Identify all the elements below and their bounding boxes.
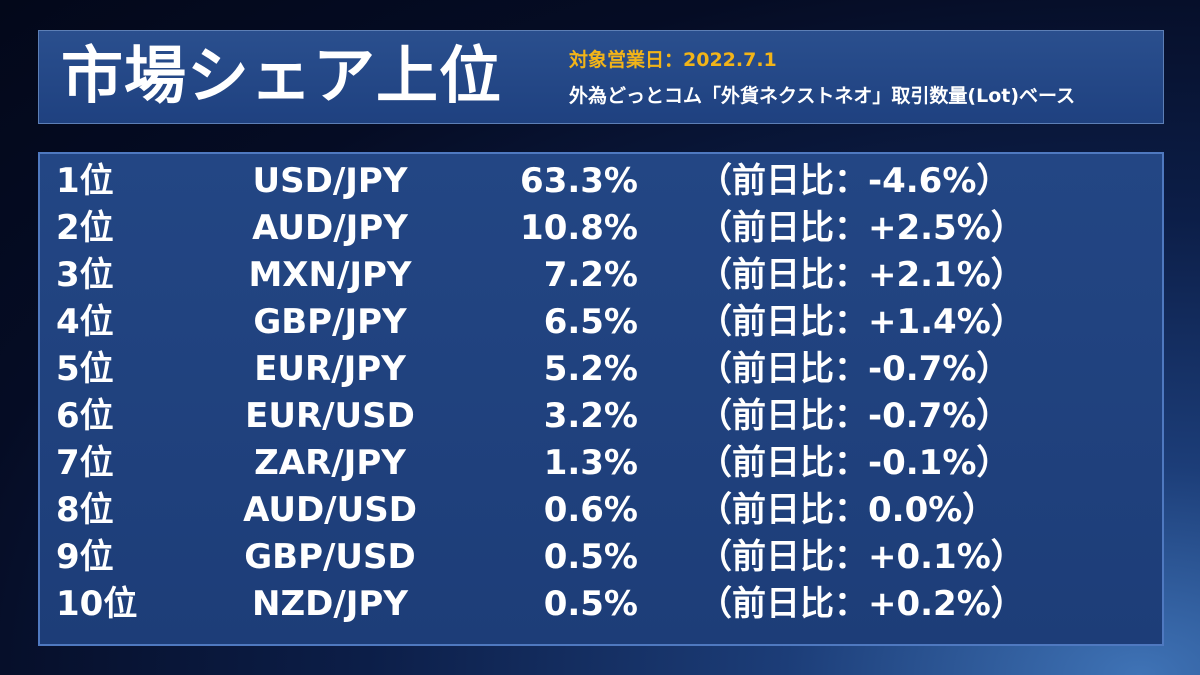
target-business-date: 対象営業日：2022.7.1 — [569, 49, 777, 71]
currency-pair-cell: EUR/USD — [245, 396, 415, 436]
currency-pair-cell: AUD/USD — [243, 490, 417, 530]
currency-pair-cell: MXN/JPY — [248, 255, 412, 295]
rank-cell: 1位 — [56, 161, 114, 201]
day-change-cell: （前日比：-0.7%） — [698, 349, 1011, 389]
table-row: 5位 EUR/JPY 5.2% （前日比：-0.7%） — [40, 346, 1162, 393]
rank-cell: 3位 — [56, 255, 114, 295]
day-change-cell: （前日比：+2.5%） — [698, 208, 1025, 248]
currency-pair-cell: ZAR/JPY — [254, 443, 406, 483]
market-share-cell: 7.2% — [543, 255, 638, 295]
currency-pair-cell: USD/JPY — [252, 161, 408, 201]
table-row: 9位 GBP/USD 0.5% （前日比：+0.1%） — [40, 534, 1162, 581]
data-basis-note: 外為どっとコム「外貨ネクストネオ」取引数量(Lot)ベース — [569, 85, 1076, 107]
table-row: 10位 NZD/JPY 0.5% （前日比：+0.2%） — [40, 581, 1162, 628]
rank-cell: 8位 — [56, 490, 114, 530]
rank-cell: 2位 — [56, 208, 114, 248]
table-row: 6位 EUR/USD 3.2% （前日比：-0.7%） — [40, 393, 1162, 440]
rank-cell: 7位 — [56, 443, 114, 483]
day-change-cell: （前日比：0.0%） — [698, 490, 997, 530]
title-banner: 市場シェア上位 対象営業日：2022.7.1 外為どっとコム「外貨ネクストネオ」… — [38, 30, 1164, 124]
rank-cell: 5位 — [56, 349, 114, 389]
day-change-cell: （前日比：+2.1%） — [698, 255, 1025, 295]
market-share-cell: 6.5% — [543, 302, 638, 342]
market-share-cell: 3.2% — [543, 396, 638, 436]
rank-cell: 9位 — [56, 537, 114, 577]
market-share-cell: 63.3% — [520, 161, 638, 201]
ranking-table: 1位 USD/JPY 63.3% （前日比：-4.6%） 2位 AUD/JPY … — [38, 152, 1164, 646]
day-change-cell: （前日比：-4.6%） — [698, 161, 1011, 201]
currency-pair-cell: GBP/JPY — [253, 302, 407, 342]
market-share-cell: 5.2% — [543, 349, 638, 389]
rank-cell: 10位 — [56, 584, 138, 624]
table-row: 4位 GBP/JPY 6.5% （前日比：+1.4%） — [40, 299, 1162, 346]
day-change-cell: （前日比：+0.2%） — [698, 584, 1025, 624]
day-change-cell: （前日比：+0.1%） — [698, 537, 1025, 577]
table-row: 7位 ZAR/JPY 1.3% （前日比：-0.1%） — [40, 440, 1162, 487]
market-share-cell: 1.3% — [543, 443, 638, 483]
currency-pair-cell: GBP/USD — [244, 537, 416, 577]
table-row: 3位 MXN/JPY 7.2% （前日比：+2.1%） — [40, 252, 1162, 299]
rank-cell: 6位 — [56, 396, 114, 436]
currency-pair-cell: AUD/JPY — [252, 208, 408, 248]
market-share-cell: 0.5% — [543, 584, 638, 624]
table-row: 1位 USD/JPY 63.3% （前日比：-4.6%） — [40, 158, 1162, 205]
market-share-cell: 0.5% — [543, 537, 638, 577]
currency-pair-cell: NZD/JPY — [252, 584, 408, 624]
market-share-cell: 0.6% — [543, 490, 638, 530]
day-change-cell: （前日比：+1.4%） — [698, 302, 1025, 342]
table-row: 2位 AUD/JPY 10.8% （前日比：+2.5%） — [40, 205, 1162, 252]
market-share-cell: 10.8% — [520, 208, 638, 248]
page-title: 市場シェア上位 — [61, 39, 503, 112]
day-change-cell: （前日比：-0.7%） — [698, 396, 1011, 436]
rank-cell: 4位 — [56, 302, 114, 342]
day-change-cell: （前日比：-0.1%） — [698, 443, 1011, 483]
currency-pair-cell: EUR/JPY — [254, 349, 406, 389]
table-row: 8位 AUD/USD 0.6% （前日比：0.0%） — [40, 487, 1162, 534]
